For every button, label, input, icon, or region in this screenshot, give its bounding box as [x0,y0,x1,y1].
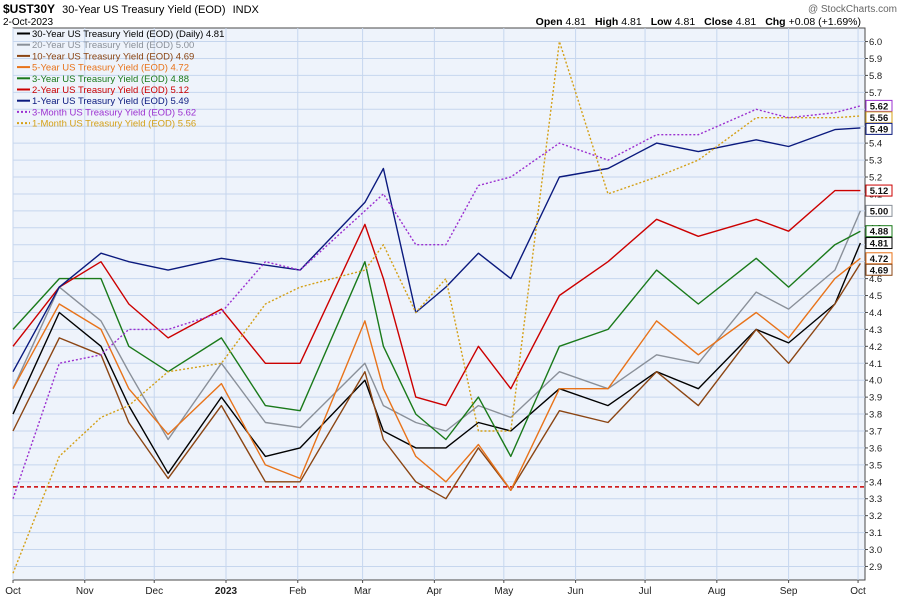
grid-lines [12,28,865,580]
header-title: $UST30Y 30-Year US Treasury Yield (EOD) … [3,2,260,16]
legend-label: 1-Year US Treasury Yield (EOD) 5.49 [32,96,189,107]
legend: 30-Year US Treasury Yield (EOD) (Daily) … [17,29,224,130]
series-group [12,40,862,574]
ohlc-value: 4.81 [566,16,587,28]
end-value-labels: 5.625.565.49 5.12 5.00 4.884.81 4.724.69 [865,99,893,276]
y-tick-label: 3.8 [869,410,882,421]
y-tick-label: 3.7 [869,426,882,437]
series-line-5 [12,189,861,407]
legend-label: 10-Year US Treasury Yield (EOD) 4.69 [32,51,194,62]
x-axis: Oct Nov Dec 2023 Feb Mar Apr May Jun Jul Aug Sep Oct [5,580,866,597]
end-label: 5.00 [870,206,889,217]
end-label-box [865,237,893,250]
ohlc-label: Low [651,16,673,28]
series-line-4 [12,230,861,458]
x-tick-label: Nov [76,586,94,597]
end-label: 4.72 [870,254,889,265]
x-tick-label: 2023 [215,586,238,597]
legend-label: 20-Year US Treasury Yield (EOD) 5.00 [32,40,194,51]
y-tick-label: 4.1 [869,359,882,370]
y-tick-label: 3.6 [869,443,882,454]
y-tick-label: 4.0 [869,376,882,387]
legend-label: 1-Month US Treasury Yield (EOD) 5.56 [32,119,196,130]
x-tick-label: Oct [850,586,866,597]
header-date: 2-Oct-2023 [3,17,53,28]
end-label-box [865,122,893,135]
ohlc-value: 4.81 [675,16,696,28]
y-tick-label: 3.4 [869,477,882,488]
series-line-6 [12,127,861,373]
legend-label: 5-Year US Treasury Yield (EOD) 4.72 [32,63,189,74]
end-label-box [865,184,893,197]
y-tick-label: 3.1 [869,528,882,539]
symbol: $UST30Y [3,2,55,16]
legend-label: 3-Month US Treasury Yield (EOD) 5.62 [32,107,196,118]
y-tick-label: 5.3 [869,156,882,167]
y-tick-label: 4.5 [869,291,882,302]
y-tick-label: 3.2 [869,511,882,522]
end-label: 5.62 [870,101,889,112]
series-line-3 [12,257,861,491]
x-tick-label: Oct [5,586,21,597]
y-tick-label: 4.4 [869,308,882,319]
x-tick-label: May [494,586,513,597]
ohlc-label: High [595,16,618,28]
y-tick-label: 4.3 [869,325,882,336]
y-tick-label: 5.4 [869,139,882,150]
x-tick-label: Jul [639,586,652,597]
x-tick-label: Apr [427,586,443,597]
x-tick-label: Jun [568,586,584,597]
end-label-box [865,204,893,217]
ohlc-readout: Open 4.81 High 4.81 Low 4.81 Close 4.81 Chg +0.08… [536,16,861,28]
watermark: @ StockCharts.com [808,4,897,15]
ohlc-value: +0.08 (+1.69%) [789,16,861,28]
series-line-7 [12,105,861,499]
series-line-2 [12,263,861,500]
y-tick-label: 4.2 [869,342,882,353]
end-label: 5.56 [870,113,889,124]
y-tick-label: 5.7 [869,88,882,99]
y-tick-label: 5.8 [869,71,882,82]
end-label-box [865,225,893,238]
end-label: 4.69 [870,265,889,276]
x-tick-label: Mar [354,586,372,597]
description: 30-Year US Treasury Yield (EOD) [62,4,225,16]
y-tick-label: 3.3 [869,494,882,505]
x-tick-label: Dec [145,586,163,597]
y-tick-label: 5.9 [869,54,882,65]
y-tick-label: 3.5 [869,460,882,471]
ohlc-label: Chg [765,16,785,28]
end-label: 4.88 [870,227,889,238]
end-label-box [865,263,893,276]
legend-label: 3-Year US Treasury Yield (EOD) 4.88 [32,74,189,85]
plot-area [12,27,866,581]
x-tick-label: Aug [708,586,726,597]
y-tick-label: 2.9 [869,562,882,573]
y-tick-label: 5.2 [869,173,882,184]
legend-label: 30-Year US Treasury Yield (EOD) (Daily) … [32,29,224,40]
ohlc-label: Close [704,16,733,28]
ohlc-label: Open [536,16,563,28]
x-tick-label: Feb [289,586,307,597]
end-label: 4.81 [870,239,889,250]
y-tick-label: 4.6 [869,274,882,285]
ohlc-value: 4.81 [621,16,642,28]
x-tick-label: Sep [780,586,798,597]
legend-label: 2-Year US Treasury Yield (EOD) 5.12 [32,85,189,96]
y-tick-label: 3.9 [869,393,882,404]
series-line-0 [12,242,862,474]
y-tick-label: 3.0 [869,545,882,556]
y-tick-label: 6.0 [869,37,882,48]
end-label: 5.12 [870,186,889,197]
exchange: INDX [233,4,260,16]
ohlc-value: 4.81 [736,16,757,28]
end-label: 5.49 [870,124,889,135]
